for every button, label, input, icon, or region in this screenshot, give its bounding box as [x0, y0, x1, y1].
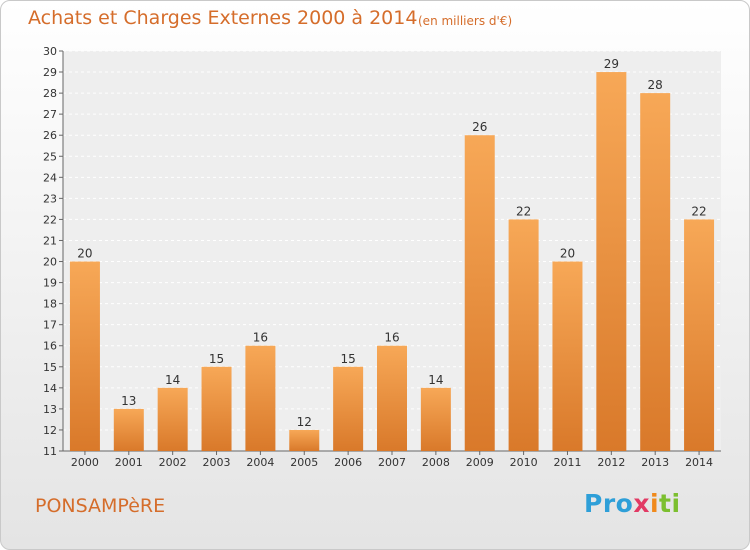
bar [420, 387, 451, 451]
x-tick-label: 2008 [422, 456, 450, 469]
bar-value-label: 28 [648, 78, 663, 92]
x-tick-label: 2013 [641, 456, 669, 469]
y-tick-label: 13 [43, 403, 57, 416]
y-tick-label: 14 [43, 382, 57, 395]
logo-part-3: i [649, 489, 660, 518]
y-tick-label: 27 [43, 108, 57, 121]
bar-value-label: 26 [472, 120, 487, 134]
bar [596, 72, 627, 451]
y-tick-label: 26 [43, 129, 57, 142]
x-tick-label: 2012 [597, 456, 625, 469]
bar-value-label: 14 [428, 373, 443, 387]
y-tick-label: 21 [43, 234, 57, 247]
x-tick-label: 2010 [510, 456, 538, 469]
y-tick-label: 28 [43, 87, 57, 100]
bar-value-label: 13 [121, 394, 136, 408]
bar-value-label: 20 [560, 247, 575, 261]
y-tick-label: 11 [43, 445, 57, 458]
bar [333, 366, 364, 451]
bar [157, 387, 188, 451]
y-tick-label: 20 [43, 256, 57, 269]
y-tick-label: 24 [43, 171, 57, 184]
y-tick-label: 15 [43, 361, 57, 374]
bar-value-label: 29 [604, 57, 619, 71]
bar-value-label: 22 [516, 204, 531, 218]
y-tick-label: 12 [43, 424, 57, 437]
x-tick-label: 2014 [685, 456, 713, 469]
y-tick-label: 30 [43, 45, 57, 58]
bar-value-label: 14 [165, 373, 180, 387]
y-tick-label: 16 [43, 340, 57, 353]
x-tick-label: 2004 [246, 456, 274, 469]
bar-value-label: 12 [297, 415, 312, 429]
y-tick-label: 19 [43, 277, 57, 290]
proxiti-logo[interactable]: Proxiti [584, 489, 681, 518]
bar [113, 408, 144, 451]
bar-value-label: 16 [384, 331, 399, 345]
x-tick-label: 2003 [203, 456, 231, 469]
x-tick-label: 2005 [290, 456, 318, 469]
x-tick-label: 2000 [71, 456, 99, 469]
bar [684, 219, 715, 451]
bar [69, 261, 100, 451]
bar-value-label: 15 [340, 352, 355, 366]
x-tick-label: 2007 [378, 456, 406, 469]
bar [464, 135, 495, 452]
logo-part-4: ti [659, 489, 681, 518]
logo-part-2: x [633, 489, 650, 518]
bar [289, 429, 320, 451]
x-tick-label: 2002 [159, 456, 187, 469]
bar [640, 93, 671, 452]
x-tick-label: 2011 [553, 456, 581, 469]
commune-name: PONSAMPèRE [35, 495, 166, 517]
y-tick-label: 23 [43, 192, 57, 205]
bar [508, 219, 539, 451]
bar [245, 345, 276, 451]
bar-value-label: 20 [77, 247, 92, 261]
bar [201, 366, 232, 451]
logo-part-1: Pro [584, 489, 634, 518]
bar-value-label: 22 [691, 204, 706, 218]
chart-subtitle: (en milliers d'€) [418, 14, 513, 28]
bar [377, 345, 407, 451]
x-tick-label: 2001 [115, 456, 143, 469]
x-tick-label: 2006 [334, 456, 362, 469]
y-tick-label: 17 [43, 319, 57, 332]
bar-value-label: 15 [209, 352, 224, 366]
bar-value-label: 16 [253, 331, 268, 345]
y-tick-label: 25 [43, 150, 57, 163]
y-tick-label: 18 [43, 298, 57, 311]
y-tick-label: 29 [43, 66, 57, 79]
chart-title: Achats et Charges Externes 2000 à 2014 [28, 7, 418, 29]
bar [552, 261, 583, 451]
y-tick-label: 22 [43, 213, 57, 226]
x-tick-label: 2009 [466, 456, 494, 469]
